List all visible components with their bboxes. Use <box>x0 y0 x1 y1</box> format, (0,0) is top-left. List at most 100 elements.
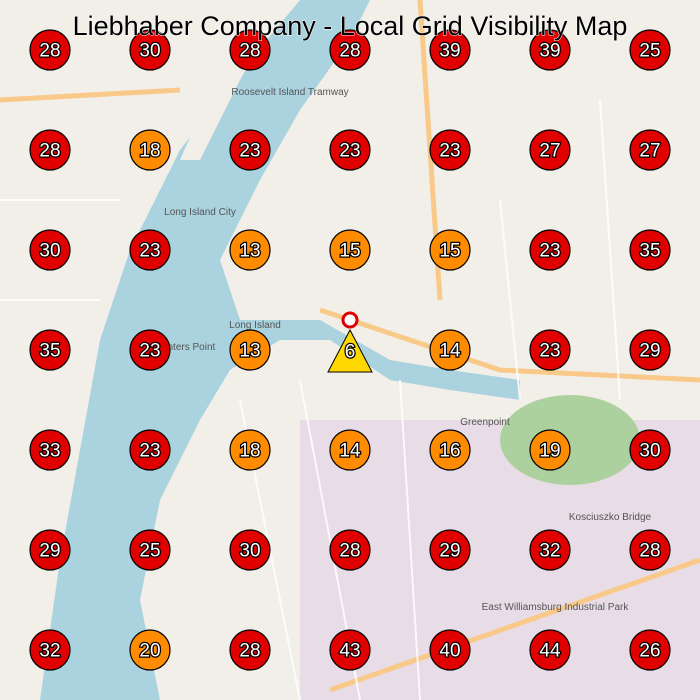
cell-value: 16 <box>439 441 460 462</box>
cell-marker <box>29 429 71 471</box>
cell-value: 23 <box>139 341 160 362</box>
cell-marker <box>429 29 471 71</box>
map-label: Long Island City <box>164 207 236 218</box>
cell-value: 23 <box>139 441 160 462</box>
map-label: Greenpoint <box>460 417 510 428</box>
cell-value: 23 <box>539 241 560 262</box>
cell-marker <box>429 429 471 471</box>
cell-value: 30 <box>239 541 260 562</box>
cell-marker <box>529 629 571 671</box>
cell-value: 35 <box>39 341 60 362</box>
cell-value: 14 <box>339 441 361 462</box>
cell-marker <box>529 29 571 71</box>
cell-marker <box>29 29 71 71</box>
cell-value: 33 <box>39 441 60 462</box>
cell-marker <box>429 629 471 671</box>
cell-marker <box>629 529 671 571</box>
site-pin <box>341 311 359 329</box>
cell-value: 44 <box>539 641 561 662</box>
cell-value: 18 <box>239 441 260 462</box>
cell-value: 23 <box>539 341 560 362</box>
cell-marker <box>229 29 271 71</box>
cell-value: 28 <box>39 141 60 162</box>
map-label: East Williamsburg Industrial Park <box>482 602 630 613</box>
cell-marker <box>29 529 71 571</box>
cell-marker <box>329 629 371 671</box>
cell-value: 29 <box>39 541 60 562</box>
cell-marker <box>329 29 371 71</box>
cell-marker <box>129 529 171 571</box>
cell-marker <box>429 129 471 171</box>
map-label: Hunters Point <box>155 342 216 353</box>
cell-marker <box>429 229 471 271</box>
cell-value: 26 <box>639 641 660 662</box>
cell-marker <box>629 429 671 471</box>
cell-value: 32 <box>39 641 60 662</box>
cell-value: 29 <box>639 341 660 362</box>
cell-marker <box>29 229 71 271</box>
cell-value: 28 <box>239 41 260 62</box>
cell-marker <box>329 429 371 471</box>
map-label: Kosciuszko Bridge <box>569 512 652 523</box>
grid-cells: 28 30 28 28 39 39 25 28 18 23 23 23 27 27 30 23 13 15 15 23… <box>29 29 671 671</box>
cell-marker <box>629 229 671 271</box>
cell-marker <box>329 229 371 271</box>
park <box>500 395 640 485</box>
cell-marker <box>29 629 71 671</box>
cell-value: 13 <box>239 341 260 362</box>
cell-marker <box>129 629 171 671</box>
cell-value: 23 <box>139 241 160 262</box>
cell-value: 30 <box>639 441 660 462</box>
cell-value: 25 <box>139 541 160 562</box>
cell-marker <box>229 329 271 371</box>
map-labels: Long Island City Hunters Point Greenpoint K… <box>155 87 652 613</box>
cell-value: 30 <box>139 41 160 62</box>
cell-marker <box>229 529 271 571</box>
cell-value: 28 <box>239 641 260 662</box>
cell-value: 27 <box>639 141 660 162</box>
cell-marker <box>629 129 671 171</box>
cell-value: 19 <box>539 441 560 462</box>
cell-value: 23 <box>339 141 360 162</box>
cell-marker <box>529 429 571 471</box>
cell-value: 30 <box>39 241 60 262</box>
cell-value: 40 <box>439 641 460 662</box>
cell-marker <box>329 529 371 571</box>
cell-marker <box>229 629 271 671</box>
cell-value: 28 <box>339 41 360 62</box>
cell-marker <box>129 329 171 371</box>
cell-marker <box>129 29 171 71</box>
cell-marker <box>529 229 571 271</box>
cell-value: 13 <box>239 241 260 262</box>
cell-value: 43 <box>339 641 360 662</box>
cell-value: 35 <box>639 241 660 262</box>
cell-value: 14 <box>439 341 461 362</box>
site-triangle <box>327 328 373 373</box>
cell-value: 39 <box>439 41 460 62</box>
cell-marker <box>529 329 571 371</box>
cell-marker <box>229 429 271 471</box>
cell-value: 27 <box>539 141 560 162</box>
cell-value: 18 <box>139 141 160 162</box>
cell-marker <box>629 329 671 371</box>
cell-marker <box>29 329 71 371</box>
cell-value: 28 <box>39 41 60 62</box>
cell-marker <box>429 329 471 371</box>
map-label: Roosevelt Island Tramway <box>231 87 348 98</box>
cell-value: 28 <box>639 541 660 562</box>
map-label: Long Island <box>229 320 281 331</box>
cell-marker <box>529 129 571 171</box>
cell-value: 28 <box>339 541 360 562</box>
cell-value: 39 <box>539 41 560 62</box>
cell-value: 25 <box>639 41 660 62</box>
cell-marker <box>429 529 471 571</box>
site-value: 6 <box>345 342 356 363</box>
cell-value: 15 <box>339 241 360 262</box>
cell-marker <box>129 129 171 171</box>
cell-marker <box>529 529 571 571</box>
cell-value: 23 <box>439 141 460 162</box>
cell-value: 15 <box>439 241 460 262</box>
cell-marker <box>229 129 271 171</box>
cell-marker <box>229 229 271 271</box>
